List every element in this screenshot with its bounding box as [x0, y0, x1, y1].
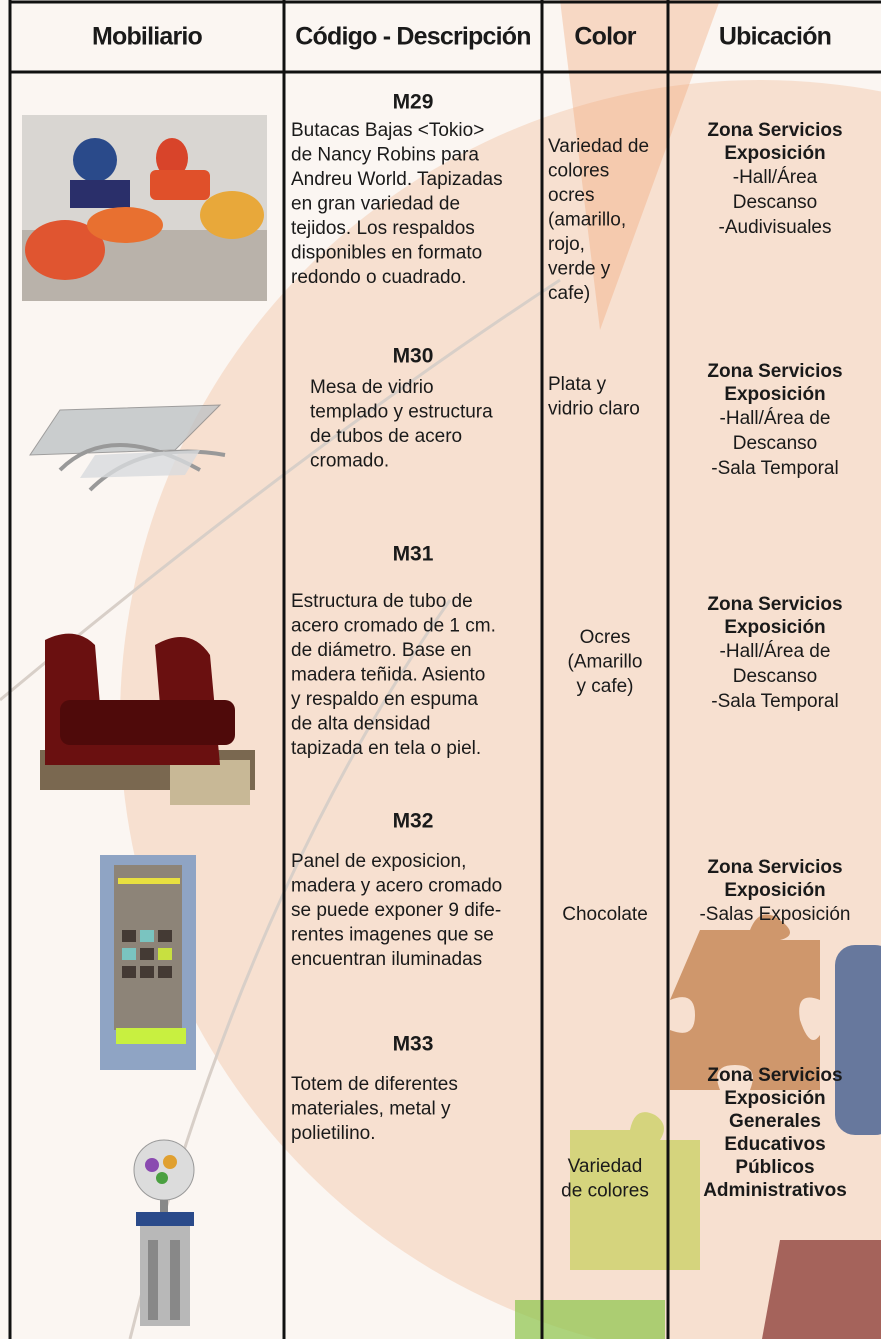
- item-description: redondo o cuadrado.: [291, 267, 466, 288]
- item-description: madera teñida. Asiento: [291, 665, 485, 686]
- item-color: vidrio claro: [548, 399, 640, 420]
- item-color: Plata y: [548, 374, 607, 395]
- item-description: Andreu World. Tapizadas: [291, 169, 503, 190]
- item-description: acero cromado de 1 cm.: [291, 616, 496, 637]
- item-description: y respaldo en espuma: [291, 689, 478, 710]
- location-heading: Zona Servicios: [707, 857, 842, 878]
- location-heading: Exposición: [724, 1088, 825, 1109]
- location-heading: Exposición: [724, 617, 825, 638]
- location-item: Descanso: [733, 192, 818, 213]
- location-item: -Hall/Área: [733, 167, 818, 188]
- location-item: -Sala Temporal: [711, 691, 838, 712]
- item-description: disponibles en formato: [291, 243, 482, 264]
- location-heading: Exposición: [724, 384, 825, 405]
- location-heading: Exposición: [724, 880, 825, 901]
- item-description: Mesa de vidrio: [310, 377, 434, 398]
- location-heading: Públicos: [735, 1157, 814, 1178]
- location-heading: Zona Servicios: [707, 120, 842, 141]
- item-description: polietilino.: [291, 1123, 376, 1144]
- item-code: M33: [393, 1033, 434, 1056]
- location-heading: Zona Servicios: [707, 1065, 842, 1086]
- item-description: cromado.: [310, 451, 389, 472]
- item-description: Estructura de tubo de: [291, 591, 473, 612]
- item-color: colores: [548, 161, 609, 182]
- item-color: Variedad: [568, 1156, 643, 1177]
- location-heading: Administrativos: [703, 1180, 847, 1201]
- item-description: de alta densidad: [291, 714, 430, 735]
- item-description: tejidos. Los respaldos: [291, 218, 475, 239]
- totem: [133, 1139, 195, 1326]
- column-header: Mobiliario: [92, 23, 203, 51]
- item-code: M29: [393, 91, 434, 114]
- item-description: de Nancy Robins para: [291, 145, 479, 166]
- item-description: Totem de diferentes: [291, 1074, 458, 1095]
- location-item: Descanso: [733, 666, 818, 687]
- location-heading: Zona Servicios: [707, 361, 842, 382]
- item-description: madera y acero cromado: [291, 876, 502, 897]
- location-item: -Audivisuales: [719, 217, 832, 238]
- images: [22, 115, 267, 1326]
- location-item: -Hall/Área de: [720, 408, 831, 429]
- location-heading: Generales: [729, 1111, 821, 1132]
- item-color: Chocolate: [562, 904, 648, 925]
- location-heading: Exposición: [724, 143, 825, 164]
- item-code: M32: [393, 810, 434, 833]
- item-description: materiales, metal y: [291, 1099, 451, 1120]
- item-description: de diámetro. Base en: [291, 640, 472, 661]
- column-header: Código - Descripción: [295, 23, 530, 51]
- item-color: (amarillo,: [548, 210, 626, 231]
- location-item: Descanso: [733, 433, 818, 454]
- item-description: encuentran iluminadas: [291, 949, 482, 970]
- item-color: ocres: [548, 185, 594, 206]
- item-description: Panel de exposicion,: [291, 851, 466, 872]
- item-description: tapizada en tela o piel.: [291, 738, 481, 759]
- table-rules: [8, 0, 881, 1339]
- item-description: Butacas Bajas <Tokio>: [291, 120, 484, 141]
- item-color: verde y: [548, 259, 611, 280]
- item-color: Ocres: [580, 627, 631, 648]
- display-panel: [100, 855, 196, 1070]
- location-item: -Salas Exposición: [699, 904, 850, 925]
- item-color: Variedad de: [548, 136, 649, 157]
- location-heading: Educativos: [724, 1134, 825, 1155]
- column-header: Ubicación: [719, 23, 831, 51]
- table-texts: Mobiliario Código - Descripción Color Ubica…: [92, 23, 851, 1202]
- leather-chair: [40, 633, 255, 805]
- column-header: Color: [574, 23, 636, 51]
- item-description: templado y estructura: [310, 402, 493, 423]
- item-description: en gran variedad de: [291, 194, 460, 215]
- item-color: (Amarillo: [568, 652, 643, 673]
- item-color: y cafe): [576, 676, 633, 697]
- item-color: de colores: [561, 1181, 649, 1202]
- item-description: se puede exponer 9 dife-: [291, 900, 501, 921]
- armchairs-photo: [22, 115, 267, 301]
- location-heading: Zona Servicios: [707, 594, 842, 615]
- item-description: rentes imagenes que se: [291, 925, 494, 946]
- location-item: -Sala Temporal: [711, 458, 838, 479]
- glass-table: [29, 404, 226, 492]
- item-color: rojo,: [548, 234, 585, 255]
- item-description: de tubos de acero: [310, 426, 462, 447]
- item-color: cafe): [548, 283, 590, 304]
- item-code: M31: [393, 543, 434, 566]
- location-item: -Hall/Área de: [720, 641, 831, 662]
- item-code: M30: [393, 345, 434, 368]
